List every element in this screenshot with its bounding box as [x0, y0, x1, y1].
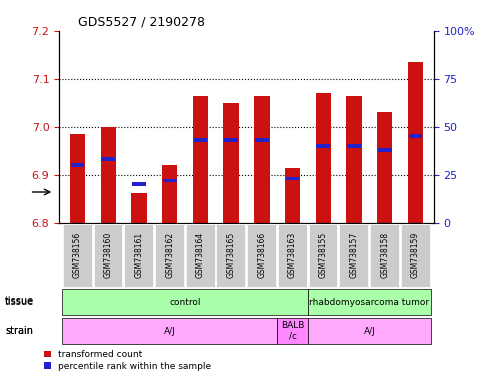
Bar	[378, 148, 391, 152]
Bar	[255, 138, 269, 142]
Bar	[223, 103, 239, 223]
Text: tissue: tissue	[5, 296, 34, 306]
Text: GSM738165: GSM738165	[227, 232, 236, 278]
Bar	[285, 167, 300, 223]
Bar	[194, 138, 208, 142]
Bar	[409, 134, 423, 138]
Bar	[377, 113, 392, 223]
Text: GSM738160: GSM738160	[104, 232, 113, 278]
Bar	[70, 163, 84, 167]
FancyBboxPatch shape	[308, 290, 431, 315]
Text: tissue: tissue	[5, 297, 34, 308]
Text: GSM738162: GSM738162	[165, 232, 174, 278]
Text: A/J: A/J	[363, 327, 375, 336]
Text: GSM738163: GSM738163	[288, 232, 297, 278]
Text: GSM738158: GSM738158	[380, 232, 389, 278]
Text: GSM738164: GSM738164	[196, 232, 205, 278]
Bar	[347, 144, 361, 148]
Bar	[224, 138, 238, 142]
FancyBboxPatch shape	[247, 224, 276, 287]
Legend: transformed count, percentile rank within the sample: transformed count, percentile rank withi…	[44, 350, 211, 371]
Bar	[70, 134, 85, 223]
FancyBboxPatch shape	[339, 224, 368, 287]
FancyBboxPatch shape	[63, 224, 92, 287]
Text: A/J: A/J	[164, 327, 176, 336]
FancyBboxPatch shape	[309, 224, 337, 287]
Text: GSM738161: GSM738161	[135, 232, 143, 278]
Bar	[285, 177, 299, 180]
FancyBboxPatch shape	[370, 224, 399, 287]
Bar	[102, 157, 115, 161]
Text: BALB
/c: BALB /c	[281, 321, 304, 341]
Text: control: control	[169, 298, 201, 307]
FancyBboxPatch shape	[308, 318, 431, 344]
Bar	[132, 182, 146, 186]
Bar	[254, 96, 270, 223]
FancyBboxPatch shape	[94, 224, 122, 287]
Text: GSM738166: GSM738166	[257, 232, 266, 278]
FancyBboxPatch shape	[124, 224, 153, 287]
Bar	[101, 127, 116, 223]
FancyBboxPatch shape	[277, 318, 308, 344]
FancyBboxPatch shape	[155, 224, 184, 287]
Text: GSM738159: GSM738159	[411, 232, 420, 278]
Bar	[163, 179, 176, 182]
Bar	[162, 165, 177, 223]
FancyBboxPatch shape	[62, 290, 308, 315]
Bar	[131, 193, 147, 223]
Bar	[317, 144, 330, 148]
Text: strain: strain	[5, 326, 33, 336]
Text: strain: strain	[5, 326, 33, 336]
Text: GSM738156: GSM738156	[73, 232, 82, 278]
Bar	[346, 96, 362, 223]
FancyBboxPatch shape	[216, 224, 246, 287]
Text: GDS5527 / 2190278: GDS5527 / 2190278	[78, 15, 205, 28]
FancyBboxPatch shape	[278, 224, 307, 287]
Bar	[193, 96, 208, 223]
FancyBboxPatch shape	[401, 224, 429, 287]
Text: rhabdomyosarcoma tumor: rhabdomyosarcoma tumor	[309, 298, 429, 307]
FancyBboxPatch shape	[62, 318, 277, 344]
FancyBboxPatch shape	[186, 224, 214, 287]
Bar	[408, 62, 423, 223]
Text: GSM738155: GSM738155	[319, 232, 328, 278]
Text: GSM738157: GSM738157	[350, 232, 358, 278]
Bar	[316, 93, 331, 223]
